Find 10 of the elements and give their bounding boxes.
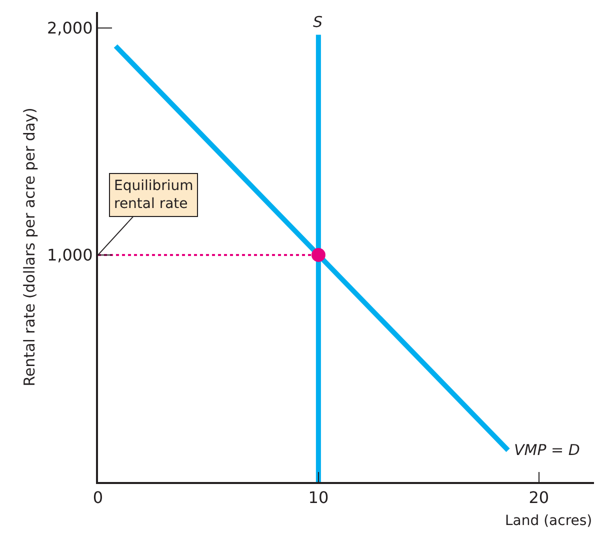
y-axis-title: Rental rate (dollars per acre per day) — [20, 108, 39, 386]
x-tick-label: 0 — [92, 488, 104, 508]
y-tick-label: 2,000 — [46, 18, 93, 38]
series-label: VMP = D — [514, 441, 580, 459]
series-label: S — [313, 13, 323, 31]
x-tick-label: 10 — [308, 488, 329, 508]
x-tick-label: 20 — [528, 488, 550, 508]
annotation: Equilibrium rental rate — [114, 178, 194, 212]
x-axis-title: Land (acres) — [505, 513, 592, 529]
y-tick-label: 1,000 — [46, 246, 93, 265]
